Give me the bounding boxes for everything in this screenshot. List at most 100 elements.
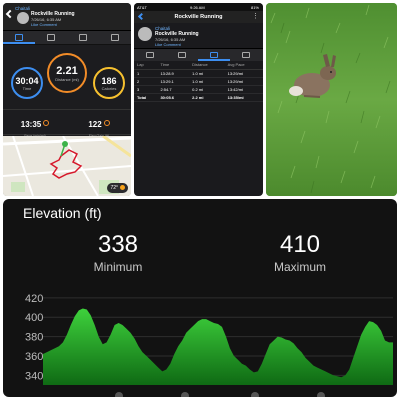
active-tab-indicator: [198, 59, 230, 61]
total-row: Total 30:05.6 2.2 mi 13:35/mi: [134, 93, 263, 102]
pace-elevation-stats: 13:35 Pace (min/mi) 122 Elev Gain (ft): [3, 109, 131, 138]
user-name[interactable]: Chaitali: [15, 6, 31, 11]
calories-circle: 186 Calories: [93, 67, 125, 99]
user-name[interactable]: Chaitali: [155, 26, 171, 31]
active-tab-indicator: [3, 42, 35, 44]
column-header: Distance: [189, 61, 225, 70]
temperature: 72°: [110, 185, 118, 191]
time-circle: 30:04 Time: [11, 67, 43, 99]
activity-summary-screen: Chaitali Rockville Running 7/26/16, 6:35…: [3, 3, 131, 196]
stats-tab-icon[interactable]: [47, 34, 55, 41]
rabbit-in-grass-image: [266, 3, 397, 196]
pace-cell: 13:29/mi: [224, 69, 263, 78]
battery: 81%: [250, 5, 259, 10]
y-tick-label: 400: [25, 312, 43, 324]
lap-cell: Total: [134, 93, 158, 102]
calories-label: Calories: [101, 85, 117, 91]
activity-header: Chaitali Rockville Running 7/26/16, 6:35…: [134, 23, 263, 49]
title-bar: Rockville Running ⋮: [134, 11, 263, 23]
table-row[interactable]: 3 2:54.7 0.2 mi 13:42/mi: [134, 85, 263, 94]
screen-title: Rockville Running: [174, 14, 223, 20]
column-header: Avg Pace: [224, 61, 263, 70]
photo-tab-icon[interactable]: [242, 52, 250, 58]
lap-cell: 2: [134, 77, 158, 86]
page-indicator: [3, 391, 397, 397]
time-cell: 2:54.7: [157, 85, 190, 94]
page-dot[interactable]: [251, 392, 259, 397]
splits-screen: AT&T 9:26 AM 81% Rockville Running ⋮ Cha…: [134, 3, 263, 196]
time-value: 30:04: [15, 75, 39, 86]
maximum-value: 410: [279, 231, 321, 258]
photo-tab-icon[interactable]: [111, 34, 119, 41]
elevation-area: [43, 308, 393, 385]
elevation-title: Elevation (ft): [23, 205, 102, 221]
elevation-chart: 420 400 380 360 340: [25, 293, 393, 385]
more-icon[interactable]: ⋮: [252, 13, 259, 20]
y-tick-label: 340: [25, 370, 43, 382]
activity-tabs: [3, 31, 131, 45]
maximum-stat: 410 Maximum: [265, 231, 335, 274]
info-icon[interactable]: [103, 119, 110, 126]
elev-gain-stat: 122 Elev Gain (ft): [69, 114, 129, 138]
distance-circle: 2.21 Distance (mi): [47, 53, 87, 93]
time-cell: 13:28.9: [157, 69, 190, 78]
route-map[interactable]: 72°: [3, 136, 131, 196]
y-tick-label: 380: [25, 332, 43, 344]
like-comment-links[interactable]: Like Comment: [31, 22, 57, 27]
clock: 9:26 AM: [190, 5, 205, 10]
avatar: [138, 27, 152, 41]
summary-tab-icon[interactable]: [146, 52, 154, 58]
pace-stat: 13:35 Pace (min/mi): [5, 114, 65, 138]
carrier: AT&T: [137, 5, 147, 10]
activity-name: Rockville Running: [31, 11, 75, 17]
time-cell: 30:05.6: [157, 93, 190, 102]
activity-name: Rockville Running: [155, 31, 199, 37]
table-row[interactable]: 1 13:28.9 1.0 mi 13:29/mi: [134, 69, 263, 78]
page-dot[interactable]: [115, 392, 123, 397]
activity-date: 7/26/16, 6:35 AM: [155, 37, 186, 42]
pace-value: 13:35: [20, 120, 42, 129]
distance-cell: 2.2 mi: [189, 93, 225, 102]
avatar: [17, 12, 29, 24]
summary-tab-icon[interactable]: [15, 34, 23, 41]
minimum-value: 338: [97, 231, 139, 258]
laps-header-row: Lap Time Distance Avg Pace: [134, 61, 263, 70]
pace-cell: 13:35/mi: [224, 93, 263, 102]
minimum-stat: 338 Minimum: [83, 231, 153, 274]
column-header: Time: [157, 61, 190, 70]
y-tick-label: 360: [25, 351, 43, 363]
time-label: Time: [22, 85, 32, 91]
column-header: Lap: [134, 61, 158, 70]
page-dot[interactable]: [317, 392, 325, 397]
time-cell: 13:29.1: [157, 77, 190, 86]
laps-tab-icon[interactable]: [79, 34, 87, 41]
stats-tab-icon[interactable]: [178, 52, 186, 58]
like-comment-links[interactable]: Like Comment: [155, 42, 181, 47]
minimum-label: Minimum: [93, 260, 143, 274]
laps-table: Lap Time Distance Avg Pace 1 13:28.9 1.0…: [134, 61, 263, 102]
weather-badge[interactable]: 72°: [107, 183, 128, 193]
distance-label: Distance (mi): [55, 76, 79, 82]
elev-gain-value: 122: [88, 120, 102, 129]
laps-tab-icon[interactable]: [210, 52, 218, 58]
activity-date: 7/26/16, 6:35 AM: [31, 17, 62, 22]
pace-cell: 13:42/mi: [224, 85, 263, 94]
lap-cell: 3: [134, 85, 158, 94]
rabbit-photo: [266, 3, 397, 196]
activity-header: Chaitali Rockville Running 7/26/16, 6:35…: [3, 3, 131, 31]
y-tick-label: 420: [25, 293, 43, 305]
page-dot[interactable]: [181, 392, 189, 397]
distance-cell: 1.0 mi: [189, 69, 225, 78]
activity-tabs: [134, 49, 263, 61]
table-row[interactable]: 2 13:29.1 1.0 mi 13:29/mi: [134, 77, 263, 86]
back-chevron-icon[interactable]: [5, 9, 15, 19]
distance-cell: 1.0 mi: [189, 77, 225, 86]
lap-cell: 1: [134, 69, 158, 78]
status-bar: AT&T 9:26 AM 81%: [134, 3, 263, 11]
distance-value: 2.21: [56, 64, 78, 77]
calories-value: 186: [101, 75, 117, 86]
maximum-label: Maximum: [273, 260, 326, 274]
sun-icon: [120, 185, 125, 191]
info-icon[interactable]: [43, 119, 50, 126]
